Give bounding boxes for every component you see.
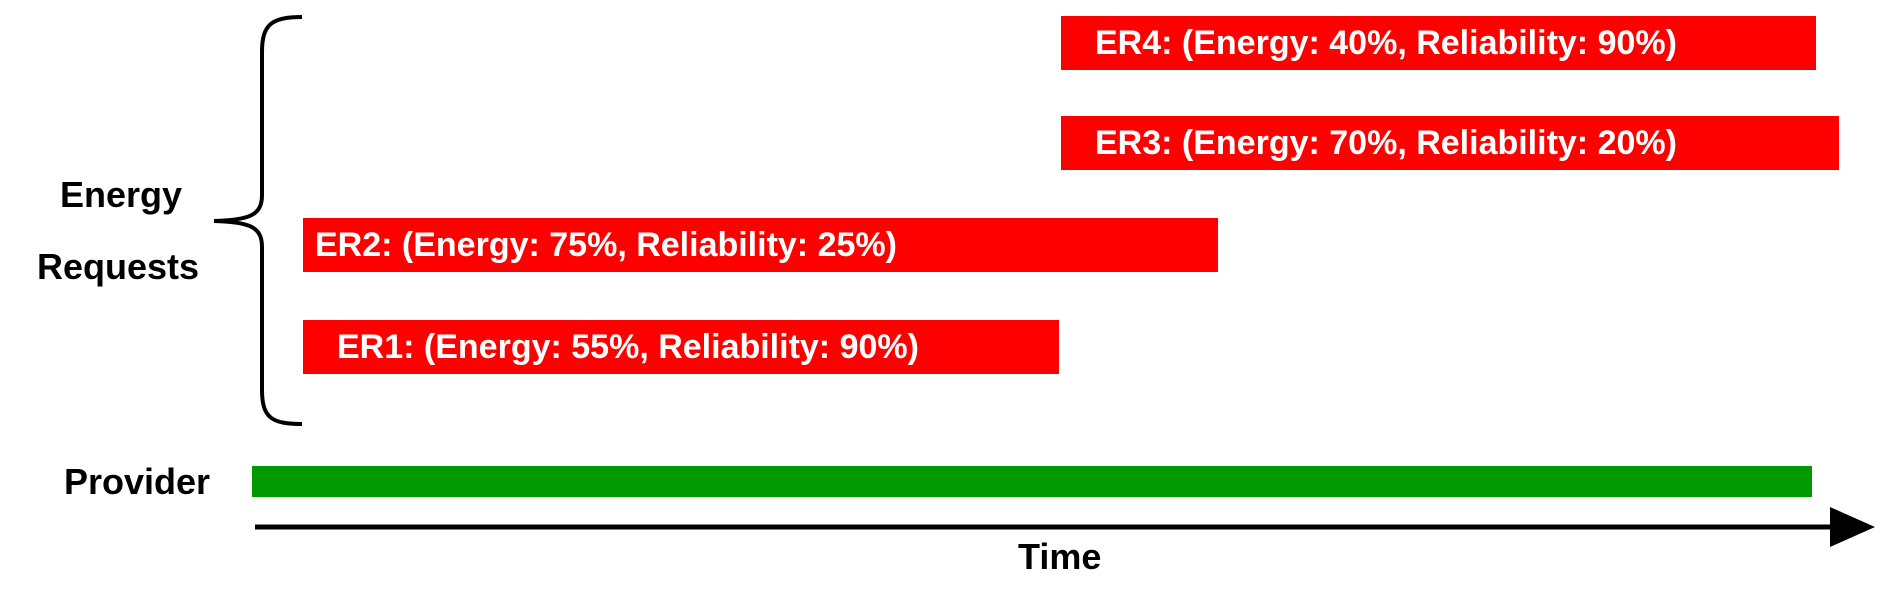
time-axis-label: Time [1018, 536, 1102, 577]
provider-bar [252, 466, 1812, 497]
request-bar-er3-label: ER3: (Energy: 70%, Reliability: 20%) [1095, 124, 1677, 162]
energy-requests-label-line2: Requests [37, 246, 200, 287]
request-bar-er1-label: ER1: (Energy: 55%, Reliability: 90%) [337, 328, 919, 366]
provider-label: Provider [64, 461, 211, 502]
request-bar-er1: ER1: (Energy: 55%, Reliability: 90%) [303, 320, 1059, 374]
request-bar-er4-label: ER4: (Energy: 40%, Reliability: 90%) [1095, 24, 1677, 62]
request-bar-er2-label: ER2: (Energy: 75%, Reliability: 25%) [315, 226, 897, 264]
energy-requests-label-line1: Energy [60, 174, 183, 215]
request-bar-er3: ER3: (Energy: 70%, Reliability: 20%) [1061, 116, 1839, 170]
request-bar-er4: ER4: (Energy: 40%, Reliability: 90%) [1061, 16, 1816, 70]
request-bar-er2: ER2: (Energy: 75%, Reliability: 25%) [303, 218, 1218, 272]
